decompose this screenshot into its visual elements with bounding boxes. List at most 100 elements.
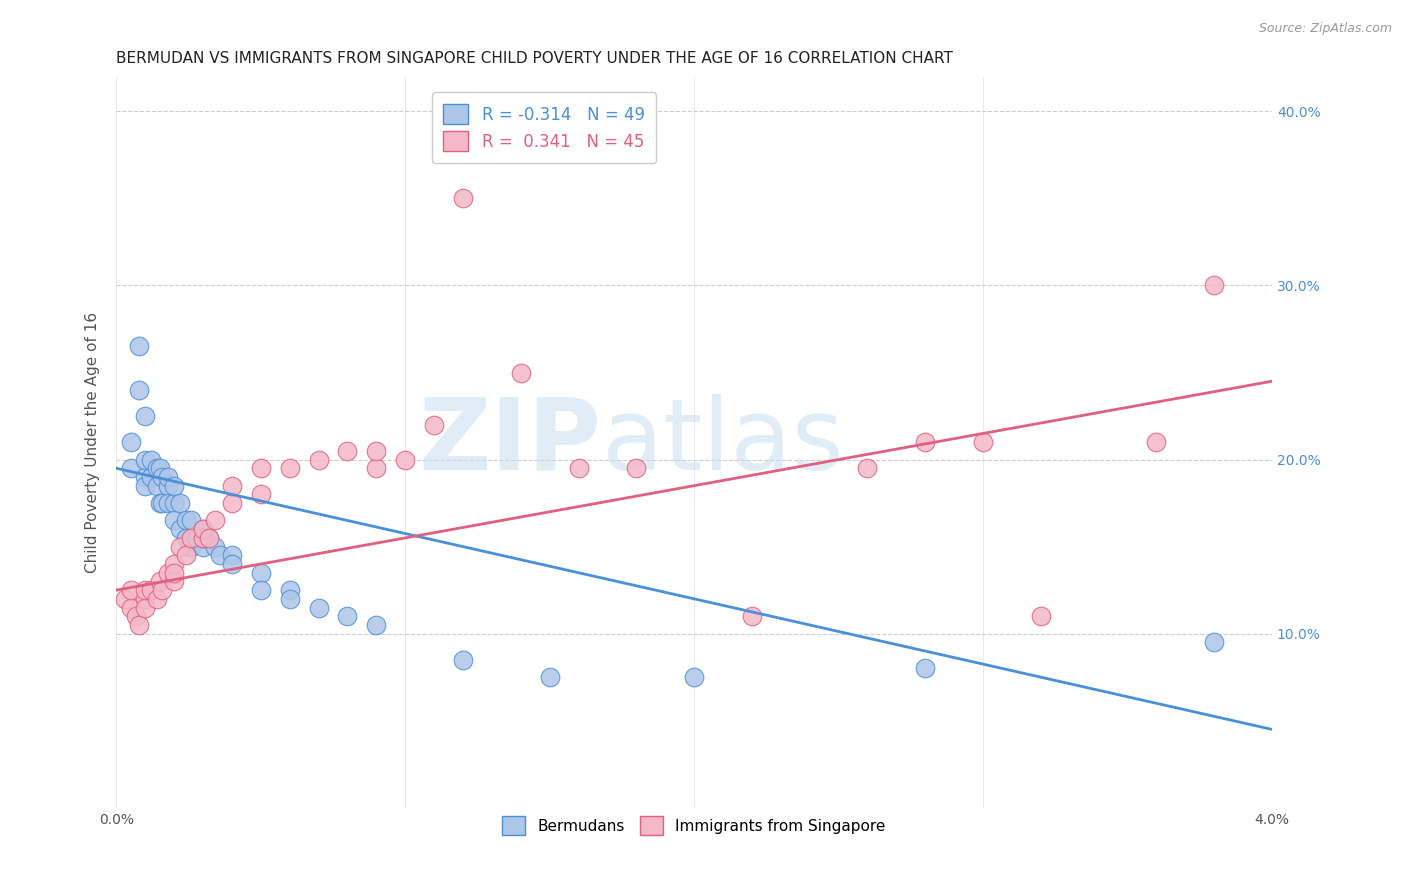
Point — [139, 452, 162, 467]
Point — [394, 452, 416, 467]
Point — [209, 549, 232, 563]
Point — [336, 609, 359, 624]
Point — [114, 591, 136, 606]
Point — [186, 531, 208, 545]
Point — [157, 478, 180, 492]
Point — [152, 583, 174, 598]
Text: atlas: atlas — [602, 393, 844, 491]
Point — [152, 496, 174, 510]
Point — [120, 600, 142, 615]
Point — [249, 583, 271, 598]
Point — [191, 540, 214, 554]
Point — [134, 452, 156, 467]
Point — [163, 514, 186, 528]
Point — [145, 591, 167, 606]
Point — [169, 522, 191, 536]
Point — [134, 591, 156, 606]
Point — [204, 540, 226, 554]
Point — [221, 557, 243, 571]
Point — [683, 670, 706, 684]
Point — [249, 566, 271, 580]
Point — [128, 339, 150, 353]
Point — [204, 514, 226, 528]
Point — [191, 531, 214, 545]
Point — [174, 549, 197, 563]
Point — [180, 531, 202, 545]
Point — [191, 531, 214, 545]
Point — [157, 496, 180, 510]
Text: Source: ZipAtlas.com: Source: ZipAtlas.com — [1258, 22, 1392, 36]
Point — [169, 496, 191, 510]
Point — [278, 591, 301, 606]
Point — [741, 609, 763, 624]
Point — [180, 540, 202, 554]
Point — [626, 461, 648, 475]
Point — [128, 618, 150, 632]
Point — [308, 452, 330, 467]
Point — [120, 461, 142, 475]
Point — [308, 600, 330, 615]
Point — [423, 417, 446, 432]
Point — [278, 583, 301, 598]
Point — [134, 409, 156, 423]
Point — [1204, 278, 1226, 293]
Point — [538, 670, 561, 684]
Text: ZIP: ZIP — [419, 393, 602, 491]
Point — [856, 461, 879, 475]
Legend: Bermudans, Immigrants from Singapore: Bermudans, Immigrants from Singapore — [494, 807, 896, 844]
Point — [197, 531, 219, 545]
Point — [221, 478, 243, 492]
Point — [128, 383, 150, 397]
Point — [451, 191, 474, 205]
Point — [972, 435, 994, 450]
Point — [509, 366, 531, 380]
Point — [163, 574, 186, 589]
Point — [145, 478, 167, 492]
Point — [174, 514, 197, 528]
Point — [567, 461, 589, 475]
Point — [149, 574, 172, 589]
Point — [139, 583, 162, 598]
Point — [125, 609, 148, 624]
Point — [157, 470, 180, 484]
Point — [149, 496, 172, 510]
Point — [1029, 609, 1052, 624]
Point — [1144, 435, 1167, 450]
Point — [278, 461, 301, 475]
Point — [174, 531, 197, 545]
Point — [366, 618, 388, 632]
Point — [145, 461, 167, 475]
Point — [366, 443, 388, 458]
Point — [180, 514, 202, 528]
Point — [134, 600, 156, 615]
Point — [157, 566, 180, 580]
Point — [221, 549, 243, 563]
Point — [149, 461, 172, 475]
Point — [169, 540, 191, 554]
Text: BERMUDAN VS IMMIGRANTS FROM SINGAPORE CHILD POVERTY UNDER THE AGE OF 16 CORRELAT: BERMUDAN VS IMMIGRANTS FROM SINGAPORE CH… — [117, 51, 953, 66]
Y-axis label: Child Poverty Under the Age of 16: Child Poverty Under the Age of 16 — [86, 311, 100, 573]
Point — [197, 531, 219, 545]
Point — [191, 522, 214, 536]
Point — [249, 461, 271, 475]
Point — [163, 566, 186, 580]
Point — [249, 487, 271, 501]
Point — [336, 443, 359, 458]
Point — [163, 478, 186, 492]
Point — [120, 583, 142, 598]
Point — [163, 496, 186, 510]
Point — [139, 470, 162, 484]
Point — [221, 496, 243, 510]
Point — [451, 653, 474, 667]
Point — [134, 583, 156, 598]
Point — [152, 470, 174, 484]
Point — [366, 461, 388, 475]
Point — [914, 661, 936, 675]
Point — [134, 478, 156, 492]
Point — [914, 435, 936, 450]
Point — [134, 470, 156, 484]
Point — [1204, 635, 1226, 649]
Point — [191, 522, 214, 536]
Point — [120, 435, 142, 450]
Point — [163, 557, 186, 571]
